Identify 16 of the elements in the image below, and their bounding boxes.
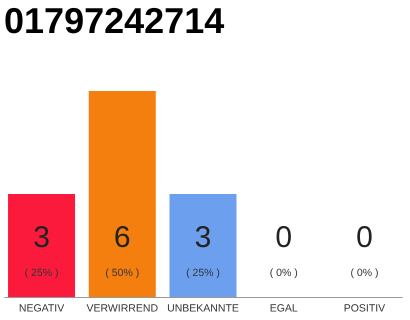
- data-label: 3: [33, 221, 50, 254]
- data-label: 0: [275, 221, 292, 254]
- annotation: ( 0% ): [350, 267, 378, 279]
- data-label: 0: [356, 221, 373, 254]
- annotation: ( 25% ): [186, 267, 220, 279]
- data-label: 3: [194, 221, 212, 254]
- data-label: 6: [114, 221, 131, 254]
- x-tick-label: VERWIRREND: [86, 302, 158, 314]
- x-tick-label: NEGATIV: [18, 302, 64, 314]
- chart-title: 01797242714: [4, 0, 224, 41]
- annotation: ( 0% ): [270, 267, 298, 279]
- x-tick-label: UNBEKANNTE: [167, 302, 239, 314]
- x-tick-label: EGAL: [270, 302, 298, 314]
- x-tick-label: POSITIV: [344, 302, 386, 314]
- annotation: ( 25% ): [24, 267, 58, 279]
- annotation: ( 50% ): [105, 267, 140, 279]
